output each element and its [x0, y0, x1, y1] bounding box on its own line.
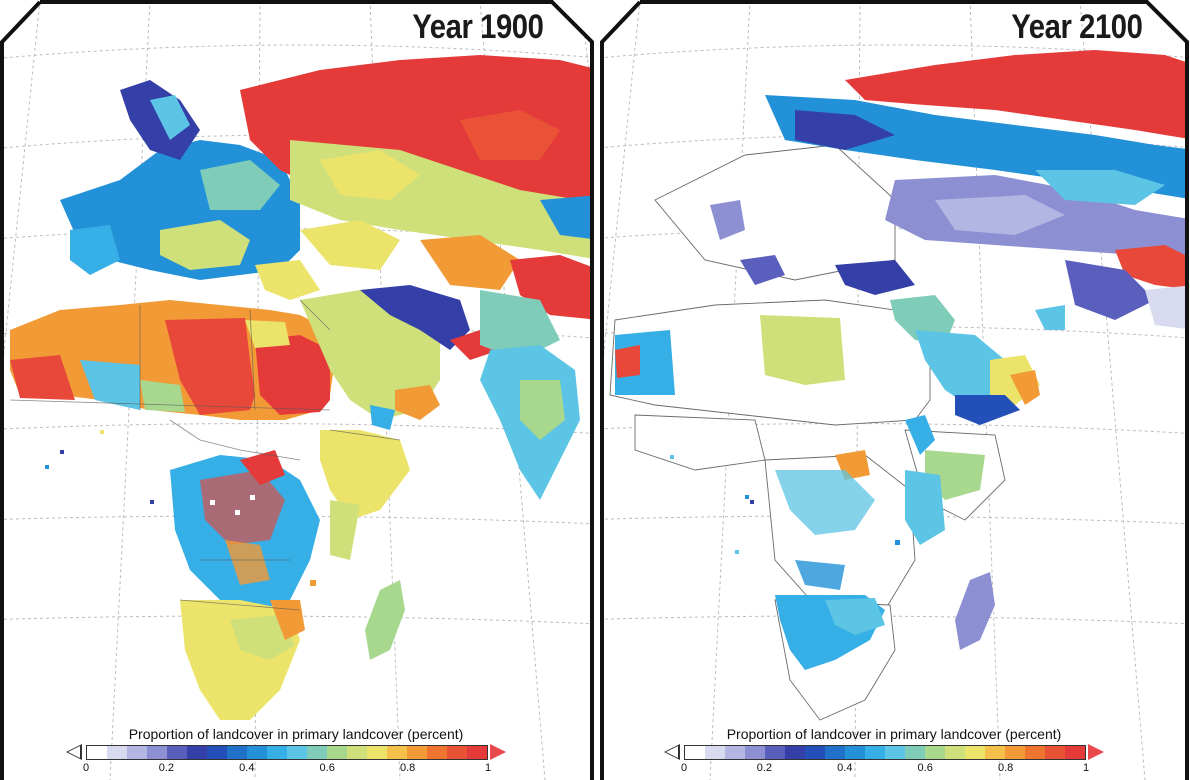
colorbar-segment — [805, 746, 825, 759]
region-northern-asia — [845, 50, 1187, 140]
colorbar-tick-label: 0.2 — [158, 762, 175, 774]
colorbar-tick-label: 0.4 — [239, 762, 255, 774]
legend-title: Proportion of landcover in primary landc… — [128, 726, 464, 742]
colorbar-segment — [267, 746, 287, 759]
colorbar-segment — [247, 746, 267, 759]
colorbar-tick-label: 1 — [484, 762, 492, 774]
colorbar-segment — [945, 746, 965, 759]
colorbar-segment — [447, 746, 467, 759]
colorbar-segment — [845, 746, 865, 759]
colorbar-ticks: 0 0.2 0.4 0.6 0.8 1 — [82, 762, 492, 776]
map-frame — [600, 0, 1189, 780]
colorbar-segment — [985, 746, 1005, 759]
colorbar-segment — [367, 746, 387, 759]
colorbar-tick-label: 0 — [680, 762, 688, 774]
colorbar-segment — [427, 746, 447, 759]
map-2100 — [600, 0, 1189, 780]
colorbar-segment — [1025, 746, 1045, 759]
colorbar-low-extend — [664, 744, 680, 760]
colorbar-segment — [785, 746, 805, 759]
colorbar-segment — [347, 746, 367, 759]
region-madagascar — [365, 580, 405, 660]
pixel-noise — [670, 455, 900, 554]
colorbar-segment — [925, 746, 945, 759]
colorbar-segment — [87, 746, 107, 759]
colorbar-segment — [1045, 746, 1065, 759]
colorbar-segment — [327, 746, 347, 759]
colorbar-tick-label: 0.8 — [399, 762, 416, 774]
colorbar-segment — [207, 746, 227, 759]
colorbar-segment — [287, 746, 307, 759]
colorbar-segment — [147, 746, 167, 759]
panel-title: Year 2100 — [1010, 8, 1143, 46]
colorbar-segment — [965, 746, 985, 759]
colorbar-segment — [725, 746, 745, 759]
map-panel-1900: Year 1900 Proportion of landcover in pri… — [0, 0, 594, 780]
region-madagascar — [955, 572, 995, 650]
colorbar-tick-label: 0 — [82, 762, 90, 774]
colorbar-segment — [167, 746, 187, 759]
colorbar-segment — [865, 746, 885, 759]
map-1900 — [0, 0, 594, 780]
pixel-noise — [45, 430, 316, 586]
colorbar-segment — [1065, 746, 1085, 759]
colorbar — [86, 745, 488, 760]
region-libya — [760, 315, 845, 385]
colorbar-segment — [705, 746, 725, 759]
colorbar-segment — [905, 746, 925, 759]
colorbar — [684, 745, 1086, 760]
colorbar-segment — [745, 746, 765, 759]
colorbar-segment — [885, 746, 905, 759]
colorbar-tick-label: 0.4 — [837, 762, 853, 774]
colorbar-segment — [407, 746, 427, 759]
region-west-africa — [615, 330, 675, 395]
colorbar-segment — [187, 746, 207, 759]
colorbar-segment — [467, 746, 487, 759]
map-panel-2100: Year 2100 Proportion of landcover in pri… — [595, 0, 1190, 780]
colorbar-segment — [387, 746, 407, 759]
colorbar-tick-label: 0.6 — [917, 762, 933, 774]
colorbar-segment — [307, 746, 327, 759]
colorbar-tick-label: 0.2 — [756, 762, 773, 774]
legend-title: Proportion of landcover in primary landc… — [726, 726, 1062, 742]
colorbar-segment — [227, 746, 247, 759]
country-borders — [9, 299, 401, 611]
panel-title: Year 1900 — [411, 8, 544, 46]
colorbar-ticks: 0 0.2 0.4 0.6 0.8 1 — [680, 762, 1090, 776]
colorbar-segment — [685, 746, 705, 759]
colorbar-segment — [825, 746, 845, 759]
map-frame — [0, 0, 594, 780]
colorbar-low-extend — [66, 744, 82, 760]
colorbar-tick-label: 1 — [1082, 762, 1090, 774]
colorbar-tick-label: 0.8 — [997, 762, 1014, 774]
colorbar-high-extend — [1088, 744, 1104, 760]
colorbar-segment — [765, 746, 785, 759]
colorbar-segment — [127, 746, 147, 759]
colorbar-segment — [107, 746, 127, 759]
colorbar-high-extend — [490, 744, 506, 760]
colorbar-segment — [1005, 746, 1025, 759]
colorbar-tick-label: 0.6 — [319, 762, 335, 774]
